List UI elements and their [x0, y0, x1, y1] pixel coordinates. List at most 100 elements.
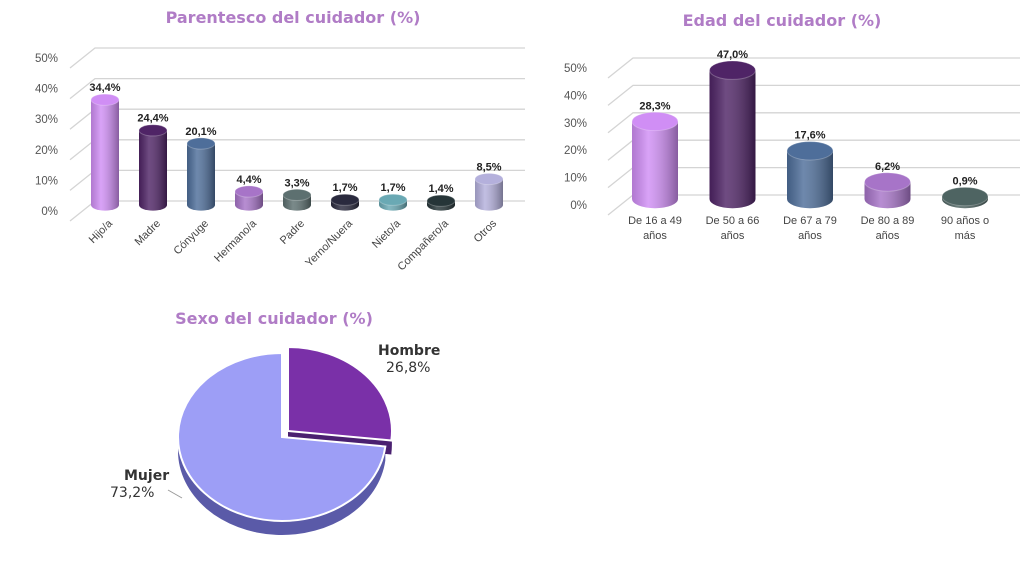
- category-label: De 50 a 66 años: [706, 215, 760, 242]
- bar-shading: [91, 99, 119, 211]
- y-tick-label: 30%: [564, 118, 587, 130]
- bar: [138, 124, 168, 211]
- data-label: 6,2%: [875, 161, 900, 173]
- pie-label-value: 73,2%: [110, 485, 154, 501]
- gridline: [607, 57, 1020, 79]
- category-label-line: De 50 a 66: [706, 215, 760, 227]
- bar-shading: [632, 121, 678, 209]
- y-tick-label: 10%: [564, 173, 587, 185]
- category-label: De 80 a 89 años: [861, 215, 915, 242]
- pie-label-name: Mujer: [124, 468, 169, 484]
- bar: [631, 111, 679, 209]
- category-label-line: años: [876, 230, 900, 242]
- category-label-line: De 16 a 49: [628, 215, 682, 227]
- data-label: 1,4%: [428, 183, 453, 195]
- bar-shading: [787, 150, 833, 209]
- bar-shading: [475, 178, 503, 211]
- bar: [282, 188, 312, 211]
- bar-top: [864, 172, 911, 192]
- y-tick-label: 50%: [564, 63, 587, 75]
- pie-slice-mujer: [177, 351, 387, 522]
- bar-top: [90, 93, 120, 106]
- bar-shading: [709, 70, 756, 209]
- bar: [864, 172, 911, 209]
- gridline: [69, 47, 525, 69]
- category-label-line: años: [721, 230, 745, 242]
- category-label-line: años: [798, 230, 822, 242]
- y-tick-label: 0%: [570, 200, 587, 212]
- y-tick-label: 30%: [35, 114, 58, 126]
- data-label: 47,0%: [717, 49, 748, 61]
- category-label-line: De 67 a 79: [783, 215, 837, 227]
- y-tick-label: 40%: [35, 84, 58, 96]
- y-tick-label: 20%: [35, 145, 58, 157]
- bar-shading: [139, 130, 167, 211]
- pie-label-value: 26,8%: [386, 360, 430, 376]
- category-label: 90 años o más: [941, 215, 989, 242]
- bar: [378, 193, 408, 211]
- bar-top: [234, 185, 264, 198]
- bar-top: [786, 141, 834, 161]
- y-tick-label: 40%: [564, 90, 587, 102]
- data-label: 17,6%: [794, 130, 825, 142]
- parentesco-chart: Parentesco del cuidador (%) 0% 10% 20% 30% 4…: [35, 8, 525, 273]
- bar-top: [282, 188, 312, 202]
- gridline: [607, 112, 1020, 134]
- category-label-line: más: [955, 230, 976, 242]
- bar-top: [186, 137, 216, 150]
- bar-top: [631, 111, 679, 132]
- gridline: [607, 84, 1020, 106]
- sexo-chart-title: Sexo del cuidador (%): [175, 309, 373, 328]
- bar: [90, 93, 120, 211]
- parentesco-chart-title: Parentesco del cuidador (%): [166, 8, 421, 27]
- category-label: Hermano/a: [212, 217, 260, 265]
- category-label: Padre: [278, 218, 307, 247]
- data-label: 34,4%: [89, 82, 120, 94]
- y-tick-label: 0%: [41, 206, 58, 218]
- edad-chart: Edad del cuidador (%) 0% 10% 20% 30% 40% 50% 2…: [564, 11, 1020, 242]
- data-label: 24,4%: [137, 113, 168, 125]
- bar: [186, 137, 216, 211]
- bar: [330, 193, 360, 211]
- pie-slice-hombre: [287, 345, 393, 442]
- bar-top: [138, 124, 168, 137]
- bar: [426, 194, 456, 211]
- category-label: Nieto/a: [370, 217, 404, 251]
- category-label: Madre: [133, 218, 164, 249]
- bar: [709, 60, 756, 209]
- category-label-line: 90 años o: [941, 215, 989, 227]
- bar-top: [474, 172, 504, 186]
- bar: [941, 186, 989, 209]
- data-label: 1,7%: [332, 182, 357, 194]
- bar: [234, 185, 264, 211]
- category-label: De 67 a 79 años: [783, 215, 837, 242]
- bar-shading: [187, 143, 215, 211]
- category-label: Otros: [472, 217, 500, 245]
- bar-top: [330, 193, 360, 206]
- gridline: [69, 139, 525, 161]
- edad-chart-title: Edad del cuidador (%): [683, 11, 882, 30]
- bar-top: [378, 193, 408, 206]
- data-label: 8,5%: [476, 161, 501, 173]
- y-tick-label: 20%: [564, 145, 587, 157]
- bar-top: [709, 60, 756, 80]
- data-label: 1,7%: [380, 182, 405, 194]
- data-label: 0,9%: [952, 175, 977, 187]
- category-label-line: años: [643, 230, 667, 242]
- bar: [474, 172, 504, 211]
- bar: [786, 141, 834, 209]
- pie-label-name: Hombre: [378, 343, 440, 359]
- data-label: 3,3%: [284, 177, 309, 189]
- data-label: 28,3%: [639, 100, 670, 112]
- y-tick-label: 50%: [35, 53, 58, 65]
- y-tick-label: 10%: [35, 175, 58, 187]
- data-label: 20,1%: [185, 126, 216, 138]
- gridline: [69, 77, 525, 100]
- category-label: De 16 a 49 años: [628, 215, 682, 242]
- category-label: Cónyuge: [171, 218, 211, 258]
- pie-leader-line: [167, 489, 183, 499]
- bar-top: [941, 186, 989, 207]
- bar-top: [426, 194, 456, 207]
